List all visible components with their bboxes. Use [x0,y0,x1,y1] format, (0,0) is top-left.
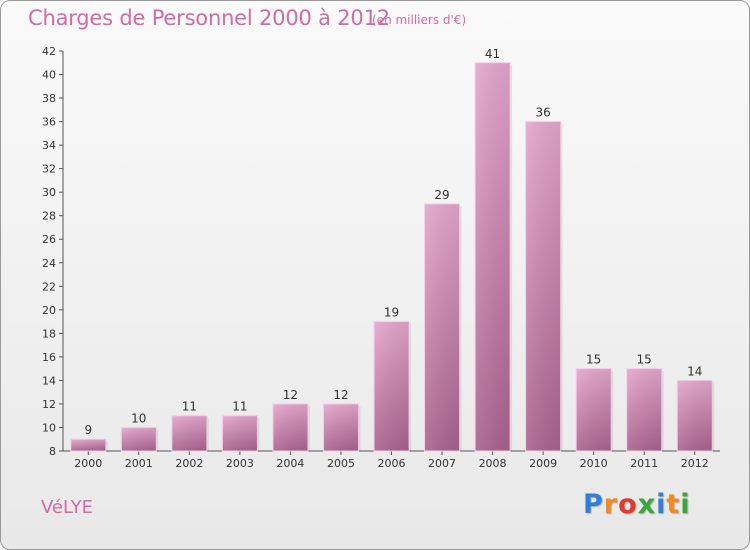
logo-letter: P [583,489,604,520]
logo-letter: x [637,489,657,520]
data-label: 36 [535,106,550,120]
data-label: 9 [84,423,92,437]
chart-subtitle: (en milliers d'€) [372,13,467,27]
bar-shine [475,62,511,451]
bar-shine [272,403,308,451]
y-tick-label: 12 [42,398,56,411]
x-tick-label: 2007 [428,457,456,470]
y-tick-label: 22 [42,280,56,293]
x-tick-label: 2004 [276,457,304,470]
data-label: 29 [434,188,449,202]
x-tick-label: 2005 [327,457,355,470]
bar-shine [626,368,662,451]
commune-name: VéLYE [41,497,93,518]
bar-shine [121,427,157,451]
y-tick-label: 40 [42,69,56,82]
x-tick-label: 2006 [378,457,406,470]
bar-shine [677,380,713,451]
y-tick-label: 32 [42,163,56,176]
data-label: 12 [283,388,298,402]
logo-letter: i [656,489,667,520]
x-tick-label: 2002 [175,457,203,470]
data-label: 11 [232,400,247,414]
data-label: 10 [131,411,146,425]
y-tick-label: 36 [42,116,56,129]
data-label: 15 [637,353,652,367]
proxiti-logo[interactable]: Proxiti [583,489,691,520]
x-tick-label: 2012 [681,457,709,470]
data-label: 12 [333,388,348,402]
bars-group [70,62,715,452]
labels-group: 2000 9 2001 10 2002 11 2003 11 2004 12 2005 12 2006 1… [74,47,708,470]
x-tick-label: 2003 [226,457,254,470]
bar-shine [222,415,258,451]
logo-letter: r [603,489,619,520]
y-tick-label: 20 [42,304,56,317]
chart-title: Charges de Personnel 2000 à 2012 [28,6,390,30]
y-tick-label: 16 [42,351,56,364]
y-tick-label: 24 [42,257,56,270]
data-label: 15 [586,353,601,367]
bar-shine [171,415,207,451]
y-tick-label: 34 [42,139,56,152]
data-label: 41 [485,47,500,61]
y-tick-label: 28 [42,210,56,223]
x-tick-label: 2000 [74,457,102,470]
data-label: 14 [687,364,702,378]
logo-letter: o [618,489,638,520]
y-tick-label: 14 [42,374,56,387]
y-tick-label: 26 [42,233,56,246]
logo-letter: t [666,489,681,520]
x-tick-label: 2011 [630,457,658,470]
x-tick-label: 2010 [580,457,608,470]
bar-shine [374,321,409,451]
bar-shine [323,403,359,451]
data-label: 11 [182,400,197,414]
axes: 8 10 12 14 16 18 20 22 24 26 28 30 32 34 36 38 40 42 [42,45,720,458]
x-tick-label: 2009 [529,457,557,470]
y-tick-label: 38 [42,92,56,105]
bar-shine [576,368,612,451]
y-tick-label: 30 [42,186,56,199]
y-tick-label: 8 [49,445,56,458]
y-tick-label: 10 [42,421,56,434]
bar-shine [424,203,460,451]
y-tick-label: 18 [42,327,56,340]
y-tick-label: 42 [42,45,56,58]
bar-shine [70,439,106,451]
bar-shine [525,121,561,452]
data-label: 19 [384,306,399,320]
logo-letter: i [680,489,691,520]
x-tick-label: 2001 [125,457,153,470]
x-tick-label: 2008 [479,457,507,470]
